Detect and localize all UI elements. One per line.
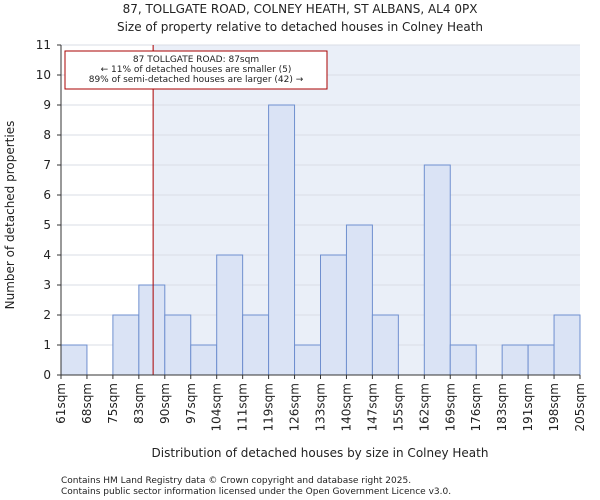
bar xyxy=(423,164,451,376)
plot-area: 0 1 2 3 4 5 6 7 8 9 10 11 61sqm 68sqm 75sqm 83sqm 90sqm 9… xyxy=(36,38,587,431)
x-tick-label: 83sqm xyxy=(132,383,146,424)
y-tick-label: 7 xyxy=(43,158,51,172)
y-tick-label: 1 xyxy=(43,338,51,352)
y-tick-label: 5 xyxy=(43,218,51,232)
x-tick-label: 162sqm xyxy=(417,383,431,431)
x-tick-label: 140sqm xyxy=(339,383,353,431)
x-tick-label: 205sqm xyxy=(573,383,587,431)
bar xyxy=(449,344,477,376)
y-axis-label: Number of detached properties xyxy=(3,121,17,310)
chart-title: 87, TOLLGATE ROAD, COLNEY HEATH, ST ALBA… xyxy=(123,2,478,16)
bar xyxy=(501,344,529,376)
bar xyxy=(164,314,192,376)
x-tick-label: 90sqm xyxy=(158,383,172,424)
x-tick-label: 111sqm xyxy=(236,383,250,431)
x-tick-label: 198sqm xyxy=(547,383,561,431)
x-tick-label: 75sqm xyxy=(106,383,120,424)
x-tick-label: 183sqm xyxy=(495,383,509,431)
bar xyxy=(242,314,270,376)
y-tick-label: 9 xyxy=(43,98,51,112)
y-tick-label: 6 xyxy=(43,188,51,202)
chart-subtitle: Size of property relative to detached ho… xyxy=(117,20,483,34)
bar xyxy=(60,344,88,376)
x-tick-label: 68sqm xyxy=(80,383,94,424)
annotation-box: 87 TOLLGATE ROAD: 87sqm ← 11% of detache… xyxy=(64,50,328,90)
y-tick-label: 2 xyxy=(43,308,51,322)
y-tick-label: 0 xyxy=(43,368,51,382)
bar xyxy=(553,314,581,376)
x-tick-label: 126sqm xyxy=(288,383,302,431)
x-tick-label: 176sqm xyxy=(469,383,483,431)
annotation-line-1: 87 TOLLGATE ROAD: 87sqm xyxy=(133,55,259,65)
y-tick-label: 11 xyxy=(36,38,51,52)
annotation-line-2: ← 11% of detached houses are smaller (5) xyxy=(101,65,292,75)
x-tick-label: 147sqm xyxy=(365,383,379,431)
x-tick-label: 61sqm xyxy=(54,383,68,424)
footer-line-2: Contains public sector information licen… xyxy=(61,487,451,497)
bar xyxy=(294,344,321,376)
x-tick-label: 191sqm xyxy=(521,383,535,431)
bar xyxy=(138,284,166,376)
y-tick-label: 8 xyxy=(43,128,51,142)
bar xyxy=(345,224,373,376)
x-tick-label: 119sqm xyxy=(262,383,276,431)
bar xyxy=(112,314,140,376)
y-tick-label: 3 xyxy=(43,278,51,292)
annotation-line-3: 89% of semi-detached houses are larger (… xyxy=(89,75,304,85)
y-tick-label: 4 xyxy=(43,248,51,262)
x-tick-label: 97sqm xyxy=(184,383,198,424)
x-axis-label: Distribution of detached houses by size … xyxy=(152,446,489,460)
x-tick-label: 104sqm xyxy=(210,383,224,431)
x-tick-label: 155sqm xyxy=(391,383,405,431)
bar xyxy=(320,254,347,376)
bar xyxy=(190,344,218,376)
bar xyxy=(371,314,399,376)
x-tick-label: 169sqm xyxy=(443,383,457,431)
footer-line-1: Contains HM Land Registry data © Crown c… xyxy=(61,476,411,486)
bar xyxy=(268,104,296,376)
y-tick-label: 10 xyxy=(36,68,51,82)
bar xyxy=(527,344,555,376)
x-tick-label: 133sqm xyxy=(314,383,328,431)
bar xyxy=(216,254,244,376)
